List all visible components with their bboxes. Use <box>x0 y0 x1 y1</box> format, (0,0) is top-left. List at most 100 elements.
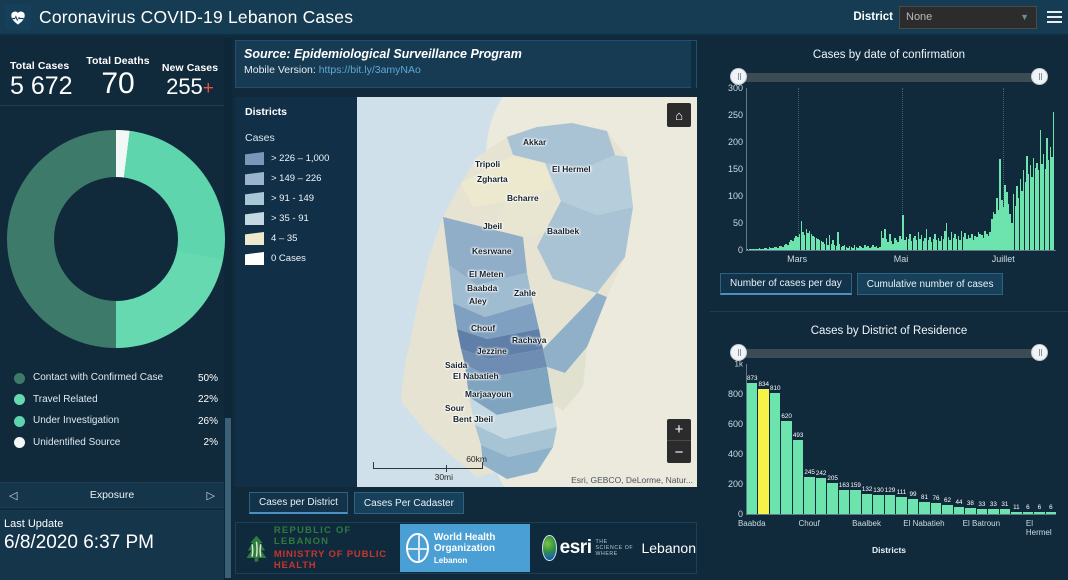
bar[interactable]: 245 <box>804 469 815 514</box>
tab-cases-per-district[interactable]: Cases per District <box>249 492 348 514</box>
bar[interactable]: 6 <box>1034 504 1045 514</box>
bar[interactable]: 76 <box>930 495 942 514</box>
bar <box>1034 167 1037 250</box>
scalebar-line <box>373 462 483 472</box>
bar[interactable]: 205 <box>827 475 838 514</box>
bar <box>887 242 889 250</box>
district-plot-area: 0 200 400 600 800 1k 873 834 810 620 493 245 242 205 1… <box>728 360 1057 519</box>
bar[interactable]: 33 <box>976 501 988 514</box>
x-category-label: El Batroun <box>962 519 1001 528</box>
moph-line-2: MINISTRY OF PUBLIC HEALTH <box>273 549 387 571</box>
map-label-el-meten: El Meten <box>469 269 504 279</box>
district-filter-label: District <box>853 11 893 23</box>
slider-track[interactable] <box>738 349 1040 358</box>
app-header: Coronavirus COVID-19 Lebanon Cases Distr… <box>0 0 1068 36</box>
bar <box>775 247 777 250</box>
bar[interactable]: 99 <box>907 491 919 514</box>
y-tick-label: 800 <box>727 389 743 399</box>
bar[interactable]: 493 <box>793 432 803 514</box>
tab-cases-per-day[interactable]: Number of cases per day <box>720 273 852 295</box>
sidebar-scrollbar[interactable] <box>224 38 232 580</box>
tab-cases-per-cadaster[interactable]: Cases Per Cadaster <box>353 492 464 514</box>
y-tick-label: 400 <box>727 449 743 459</box>
bar-value-label: 205 <box>827 475 838 483</box>
bar-value-label: 132 <box>861 486 873 494</box>
slider-handle-left[interactable] <box>730 344 747 361</box>
bar <box>900 239 903 250</box>
bar[interactable]: 11 <box>1011 504 1022 514</box>
chevron-left-icon[interactable]: ◁ <box>9 489 18 502</box>
plus-icon[interactable]: + <box>667 419 691 441</box>
tab-cumulative-cases[interactable]: Cumulative number of cases <box>856 273 1004 295</box>
y-tick-label: 200 <box>727 479 743 489</box>
bar[interactable]: 620 <box>781 413 792 514</box>
bar <box>880 230 883 250</box>
bar-value-label: 33 <box>978 501 986 509</box>
district-select[interactable]: None ▼ <box>899 5 1037 29</box>
chevron-right-icon[interactable]: ▷ <box>206 489 215 502</box>
source-scrollbar[interactable] <box>691 41 696 89</box>
bar <box>767 248 769 250</box>
mobile-version-link[interactable]: https://bit.ly/3amyNAo <box>318 64 421 76</box>
y-tick-label: 0 <box>737 245 743 255</box>
map-label-saida: Saida <box>445 360 468 370</box>
slider-handle-left[interactable] <box>730 68 747 85</box>
bar[interactable]: 6 <box>1045 504 1057 514</box>
map-label-zgharta: Zgharta <box>477 174 508 184</box>
bar <box>954 233 956 250</box>
last-update-value: 6/8/2020 6:37 PM <box>4 532 154 553</box>
slider-handle-right[interactable] <box>1031 68 1048 85</box>
bar[interactable]: 62 <box>942 497 953 514</box>
bar[interactable]: 873 <box>747 375 757 514</box>
bar[interactable]: 6 <box>1022 504 1034 514</box>
bar[interactable]: 31 <box>999 501 1011 514</box>
esri-lebanon-label: Lebanon <box>641 540 696 556</box>
hamburger-menu-icon[interactable] <box>1047 11 1062 23</box>
bar <box>939 241 941 250</box>
stat-total-cases-label: Total Cases <box>10 59 70 72</box>
bar <box>989 231 991 250</box>
slider-handle-right[interactable] <box>1031 344 1048 361</box>
bar[interactable]: 834 <box>758 381 769 514</box>
bar[interactable]: 163 <box>839 482 849 514</box>
legend-item: Unidentified Source 2% <box>14 437 218 450</box>
slider-track[interactable] <box>738 73 1040 82</box>
x-category-label: Baalbek <box>852 519 882 528</box>
bar[interactable]: 44 <box>953 499 965 514</box>
bar[interactable]: 810 <box>770 385 780 514</box>
minus-icon[interactable]: − <box>674 443 684 461</box>
bar <box>944 230 946 250</box>
timeline-x-axis <box>746 250 1056 251</box>
bar[interactable]: 38 <box>965 500 976 514</box>
bar <box>760 248 762 250</box>
home-icon[interactable]: ⌂ <box>667 103 691 127</box>
last-update-label: Last Update <box>4 518 64 530</box>
legend-swatch <box>245 232 264 245</box>
bar <box>773 246 776 250</box>
timeline-plot-area: 0 50 100 150 200 250 300 <box>728 83 1056 255</box>
map-legend-item: > 226 – 1,000 <box>245 152 357 165</box>
bar[interactable]: 129 <box>885 487 895 514</box>
district-range-slider[interactable] <box>730 344 1048 361</box>
bar[interactable]: 81 <box>919 494 930 514</box>
bar-value-label: 62 <box>943 496 951 504</box>
bar[interactable]: 159 <box>850 482 861 514</box>
who-logo: World Health Organization Lebanon <box>400 524 531 572</box>
timeline-range-slider[interactable] <box>730 68 1048 85</box>
bar <box>1009 214 1011 250</box>
bar[interactable]: 111 <box>896 489 907 514</box>
bar[interactable]: 132 <box>862 486 872 514</box>
bar <box>1037 170 1040 250</box>
map-canvas[interactable]: Akkar Tripoli El Hermel Zgharta Bcharre … <box>357 97 697 487</box>
bar-value-label: 242 <box>815 469 827 477</box>
legend-item-pct: 26% <box>197 415 218 427</box>
chevron-down-icon: ▼ <box>1020 12 1029 22</box>
sidebar-scroll-thumb[interactable] <box>225 418 231 578</box>
bar[interactable]: 242 <box>816 470 826 514</box>
exposure-legend: Contact with Confirmed Case 50% Travel R… <box>0 368 232 449</box>
bar[interactable]: 33 <box>988 501 999 514</box>
bar <box>930 242 933 250</box>
source-title: Source: Epidemiological Surveillance Pro… <box>244 47 522 61</box>
bar[interactable]: 130 <box>873 487 884 514</box>
